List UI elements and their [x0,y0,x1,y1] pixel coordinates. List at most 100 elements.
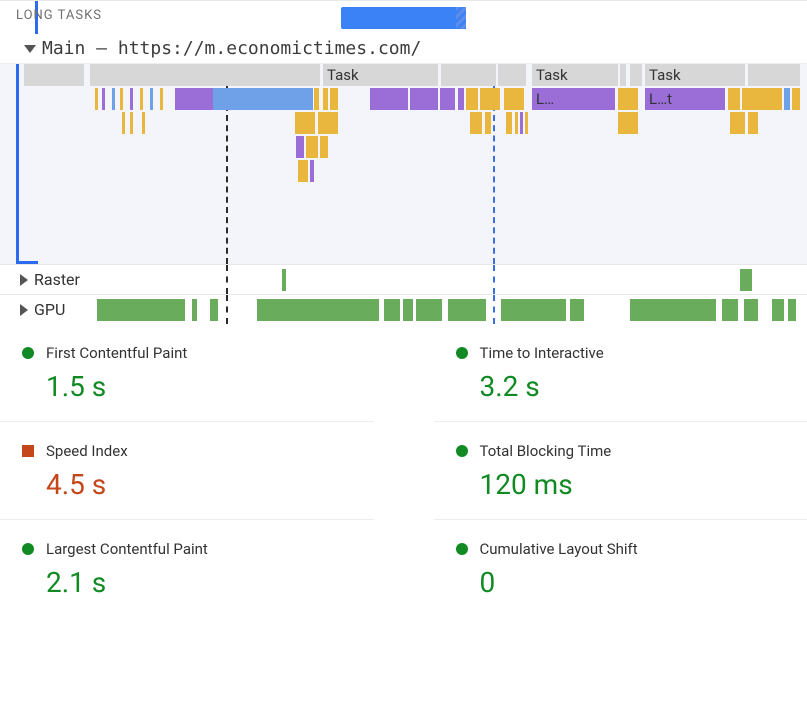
flame-bar[interactable]: Task [645,64,745,86]
raster-header[interactable]: Raster [20,270,80,289]
flame-bar[interactable] [440,88,455,110]
status-good-icon [22,347,34,359]
flame-bar[interactable] [458,88,464,110]
flame-bar[interactable] [504,88,524,110]
flame-bar[interactable] [520,112,523,134]
gpu-bar[interactable] [210,299,218,321]
flame-bar[interactable] [410,88,438,110]
gpu-bar[interactable] [722,299,738,321]
flame-bar[interactable] [330,88,338,110]
flame-bar[interactable] [253,88,313,110]
flame-bar[interactable] [525,112,528,134]
gpu-bar[interactable] [97,299,185,321]
flame-bar[interactable] [515,112,518,134]
flame-bar[interactable] [102,88,105,110]
flame-bar[interactable] [480,88,500,110]
metric-value: 3.2 s [480,370,798,403]
flame-bar[interactable] [742,88,782,110]
gpu-bar[interactable] [448,299,486,321]
status-good-icon [456,347,468,359]
flame-bar[interactable] [310,160,314,182]
flame-bar[interactable] [506,112,512,134]
flame-bar[interactable] [618,112,638,134]
flame-chart[interactable]: TaskTaskTaskL…L…t [0,64,807,264]
flame-bar[interactable] [323,88,328,110]
flame-bar[interactable] [24,64,84,86]
collapse-icon[interactable] [24,45,36,53]
flame-bar-label: Task [532,64,618,86]
flame-bar[interactable] [298,160,308,182]
flame-bar[interactable] [498,64,526,86]
metric-card: Total Blocking Time120 ms [434,421,807,519]
status-warn-icon [22,445,34,457]
flame-bar[interactable] [618,88,638,110]
flame-bar[interactable] [441,64,496,86]
status-good-icon [456,445,468,457]
gpu-bar[interactable] [416,299,442,321]
flame-bar[interactable] [130,112,133,134]
gpu-bar[interactable] [630,299,716,321]
metric-card: Cumulative Layout Shift0 [434,519,807,617]
gpu-bar[interactable] [788,299,796,321]
gpu-bar[interactable] [744,299,758,321]
flame-bar[interactable] [730,112,745,134]
gpu-bar[interactable] [257,299,379,321]
flame-bar[interactable] [306,136,318,158]
flame-bar[interactable]: Task [323,64,438,86]
raster-track: Raster [0,264,807,294]
flame-bar[interactable] [160,88,163,110]
metric-label: First Contentful Paint [46,344,187,362]
flame-bar[interactable] [470,112,482,134]
status-good-icon [456,543,468,555]
flame-bar[interactable] [748,64,800,86]
flame-bar[interactable] [295,112,315,134]
time-marker [226,265,228,294]
expand-icon[interactable] [20,304,28,316]
flame-bar[interactable] [314,88,319,110]
raster-bar[interactable] [740,269,752,291]
raster-bar[interactable] [282,269,286,291]
flame-bar[interactable] [370,88,408,110]
flame-bar[interactable] [320,136,328,158]
flame-bar[interactable] [620,64,626,86]
flame-bar[interactable] [150,88,153,110]
flame-bar[interactable] [140,88,143,110]
flame-bar[interactable] [122,112,125,134]
flame-bar[interactable] [142,112,145,134]
flame-bar[interactable] [90,64,320,86]
main-track-header[interactable]: Main — https://m.economictimes.com/ [0,34,807,64]
flame-bar[interactable] [213,88,253,110]
long-task-bar[interactable] [341,7,466,29]
gpu-bar[interactable] [570,299,584,321]
flame-bar[interactable]: L… [532,88,615,110]
gpu-header[interactable]: GPU [20,300,65,319]
flame-bar[interactable] [748,112,758,134]
gpu-bar[interactable] [772,299,784,321]
flame-bar[interactable] [728,88,740,110]
expand-icon[interactable] [20,274,28,286]
flame-bar[interactable] [175,88,213,110]
flame-bar[interactable] [784,88,790,110]
long-tasks-label: LONG TASKS [16,8,102,23]
gpu-bar[interactable] [192,299,197,321]
flame-bar-label: L… [532,88,615,110]
flame-bar[interactable] [318,112,338,134]
flame-bar[interactable]: L…t [645,88,725,110]
flame-bar[interactable] [95,88,98,110]
gpu-bar[interactable] [384,299,400,321]
time-marker [226,295,228,324]
gpu-bar[interactable] [501,299,566,321]
flame-bar[interactable] [466,88,478,110]
gpu-bar[interactable] [403,299,413,321]
flame-bar[interactable] [485,112,491,134]
metric-label: Total Blocking Time [480,442,612,460]
flame-bar[interactable] [112,88,115,110]
metrics-gutter [374,519,434,617]
flame-bar[interactable] [792,88,800,110]
metric-card: Largest Contentful Paint2.1 s [0,519,374,617]
flame-bar[interactable] [296,136,304,158]
flame-bar[interactable] [130,88,133,110]
flame-bar[interactable] [120,88,123,110]
flame-bar[interactable]: Task [532,64,618,86]
flame-bar[interactable] [630,64,642,86]
